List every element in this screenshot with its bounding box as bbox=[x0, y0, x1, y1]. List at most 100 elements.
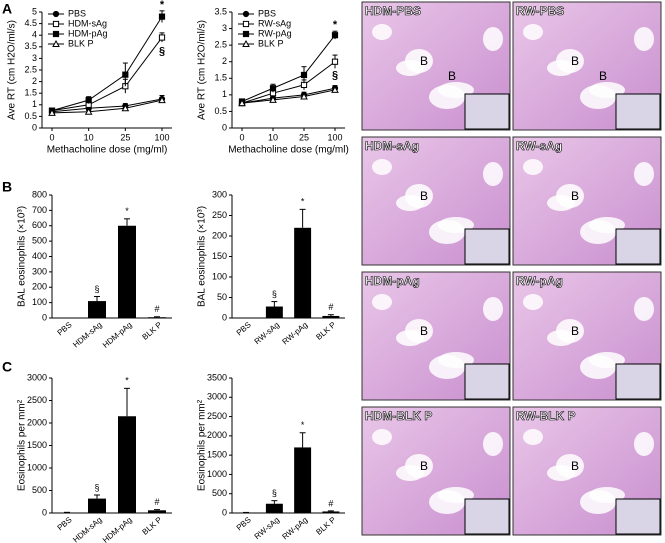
y-tick-label: 3.5 bbox=[214, 6, 227, 16]
point bbox=[52, 20, 60, 28]
y-axis-label: Ave RT (cm H2O/ml/s) bbox=[7, 20, 18, 120]
y-tick-label: 1.5 bbox=[24, 88, 37, 98]
alveolus bbox=[396, 465, 424, 481]
x-axis-label: Methacholine dose (mg/ml) bbox=[228, 145, 349, 156]
series-line bbox=[51, 16, 163, 112]
point bbox=[300, 92, 308, 100]
y-tick-label: 800 bbox=[32, 189, 47, 199]
y-tick-label: 1000 bbox=[207, 469, 227, 479]
alveolus bbox=[372, 294, 392, 310]
y-tick-label: 2 bbox=[32, 76, 37, 86]
annotation: § bbox=[94, 482, 99, 492]
point bbox=[158, 96, 166, 104]
y-tick-label: 4.5 bbox=[24, 18, 37, 28]
y-tick-label: 100 bbox=[32, 297, 47, 307]
y-tick-label: 1500 bbox=[27, 440, 47, 450]
alveolus bbox=[523, 159, 543, 175]
alveolus bbox=[547, 60, 575, 76]
alveolus bbox=[429, 490, 465, 514]
alveolus bbox=[396, 195, 424, 211]
annotation: § bbox=[94, 284, 99, 294]
point bbox=[84, 107, 93, 115]
structure-label: B bbox=[420, 189, 428, 203]
legend-label: PBS bbox=[258, 8, 276, 18]
y-tick-label: 0.5 bbox=[214, 106, 227, 116]
y-axis-label: Eosinophils per mm² bbox=[17, 399, 28, 491]
annotation: * bbox=[301, 197, 305, 207]
y-tick-label: 400 bbox=[32, 251, 47, 261]
x-axis-label: Methacholine dose (mg/ml) bbox=[47, 145, 168, 156]
bar bbox=[148, 510, 166, 513]
bar bbox=[148, 317, 166, 318]
bar bbox=[118, 225, 136, 318]
legend-label: HDM-pAg bbox=[68, 28, 108, 38]
y-tick-label: 500 bbox=[32, 485, 47, 495]
y-tick-label: 50 bbox=[217, 292, 227, 302]
y-tick-label: 0 bbox=[42, 507, 47, 517]
series-line bbox=[241, 61, 336, 104]
legend-label: PBS bbox=[68, 8, 86, 18]
x-tick-label: HDM-pAg bbox=[101, 320, 134, 349]
y-tick-label: 2000 bbox=[27, 417, 47, 427]
y-tick-label: 4 bbox=[32, 30, 37, 40]
y-tick-label: 700 bbox=[32, 205, 47, 215]
y-tick-label: 600 bbox=[32, 220, 47, 230]
x-tick-label: BLK P bbox=[314, 320, 337, 341]
inset bbox=[464, 228, 510, 265]
alveolus bbox=[580, 85, 616, 109]
alveolus bbox=[523, 24, 543, 40]
y-tick-label: 3 bbox=[32, 53, 37, 63]
structure-label: B bbox=[571, 54, 579, 68]
micrograph-title: HDM-BLK P bbox=[365, 409, 432, 423]
y-tick-label: 1500 bbox=[207, 450, 227, 460]
alveolus bbox=[634, 27, 654, 51]
point bbox=[158, 34, 166, 41]
x-tick-label: RW-sAg bbox=[253, 515, 281, 541]
series-line bbox=[241, 34, 336, 102]
panel-label: A bbox=[2, 1, 12, 17]
y-tick-label: 500 bbox=[212, 488, 227, 498]
annotation: # bbox=[154, 304, 159, 314]
bar bbox=[118, 416, 136, 513]
y-tick-label: 200 bbox=[212, 230, 227, 240]
alveolus bbox=[580, 355, 616, 379]
y-tick-label: 3.5 bbox=[24, 41, 37, 51]
y-tick-label: 1000 bbox=[27, 462, 47, 472]
bar bbox=[265, 306, 283, 318]
alveolus bbox=[634, 297, 654, 321]
y-tick-label: 250 bbox=[212, 210, 227, 220]
point bbox=[331, 32, 339, 39]
annotation: * bbox=[301, 420, 305, 430]
point bbox=[52, 30, 60, 38]
y-tick-label: 2.5 bbox=[24, 64, 37, 74]
y-tick-label: 5 bbox=[32, 6, 37, 16]
x-tick-label: BLK P bbox=[314, 515, 337, 536]
structure-label: B bbox=[448, 69, 456, 83]
point bbox=[242, 10, 250, 18]
y-axis-label: BAL eosinophils (×10³) bbox=[17, 206, 28, 307]
bar bbox=[322, 511, 340, 513]
bar bbox=[88, 301, 106, 318]
y-tick-label: 300 bbox=[32, 266, 47, 276]
alveolus bbox=[580, 220, 616, 244]
series-line bbox=[51, 37, 163, 112]
alveolus bbox=[429, 355, 465, 379]
inset bbox=[464, 498, 510, 535]
point bbox=[269, 95, 277, 103]
point bbox=[269, 85, 277, 92]
alveolus bbox=[483, 162, 503, 186]
point bbox=[242, 20, 250, 28]
panel-label: B bbox=[2, 179, 12, 195]
structure-label: B bbox=[420, 324, 428, 338]
inset bbox=[464, 363, 510, 400]
micrograph-title: RW-BLK P bbox=[516, 409, 576, 423]
y-tick-label: 150 bbox=[212, 251, 227, 261]
structure-label: B bbox=[420, 54, 428, 68]
annotation: * bbox=[125, 206, 129, 216]
x-tick-label: PBS bbox=[235, 320, 253, 337]
alveolus bbox=[547, 195, 575, 211]
x-tick-label: RW-pAg bbox=[281, 320, 310, 346]
alveolus bbox=[523, 294, 543, 310]
point bbox=[331, 85, 339, 93]
y-tick-label: 0 bbox=[42, 312, 47, 322]
